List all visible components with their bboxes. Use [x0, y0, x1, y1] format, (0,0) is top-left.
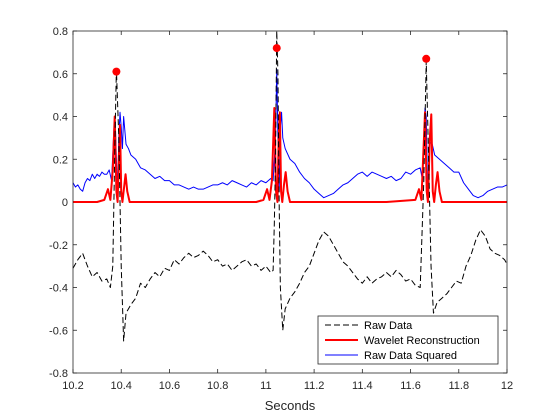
x-tick-label: 10.4 [111, 380, 132, 392]
y-tick-label: -0.2 [49, 240, 68, 252]
y-tick-label: -0.6 [49, 325, 68, 337]
x-axis-label: Seconds [265, 398, 316, 413]
y-tick-labels: -0.8 -0.6 -0.4 -0.2 0 0.2 0.4 0.6 0.8 [49, 26, 68, 380]
x-tick-label: 11.6 [400, 380, 421, 392]
legend-label: Wavelet Reconstruction [364, 335, 480, 347]
y-tick-label: 0 [62, 197, 68, 209]
x-tick-label: 12 [501, 380, 513, 392]
x-tick-label: 11.8 [448, 380, 469, 392]
y-tick-label: 0.8 [53, 26, 68, 38]
peak-marker [422, 54, 431, 63]
series-line-wavelet-reconstruction [73, 106, 507, 203]
legend: Raw Data Wavelet Reconstruction Raw Data S… [317, 315, 499, 365]
y-tick-label: 0.4 [53, 112, 68, 124]
legend-label: Raw Data [364, 320, 413, 332]
x-tick-labels: 10.2 10.4 10.6 10.8 11 11.2 11.4 11.6 11.8 12 [62, 380, 513, 392]
plot-frame [72, 30, 508, 374]
peak-marker [112, 67, 121, 76]
x-tick-label: 11.2 [304, 380, 325, 392]
y-tick-label: 0.2 [53, 154, 68, 166]
peak-marker [272, 44, 281, 53]
y-tick-label: -0.4 [49, 283, 68, 295]
x-tick-label: 11.4 [352, 380, 373, 392]
y-tick-label: 0.6 [53, 69, 68, 81]
x-tick-label: 10.8 [207, 380, 228, 392]
x-tick-label: 11 [260, 380, 271, 392]
x-tick-label: 10.6 [159, 380, 180, 392]
legend-label: Raw Data Squared [364, 350, 457, 362]
peak-markers [112, 44, 431, 76]
y-tick-label: -0.8 [49, 368, 68, 380]
series-line-raw-data [72, 30, 508, 342]
x-tick-label: 10.2 [62, 380, 83, 392]
series-layer [72, 30, 508, 342]
